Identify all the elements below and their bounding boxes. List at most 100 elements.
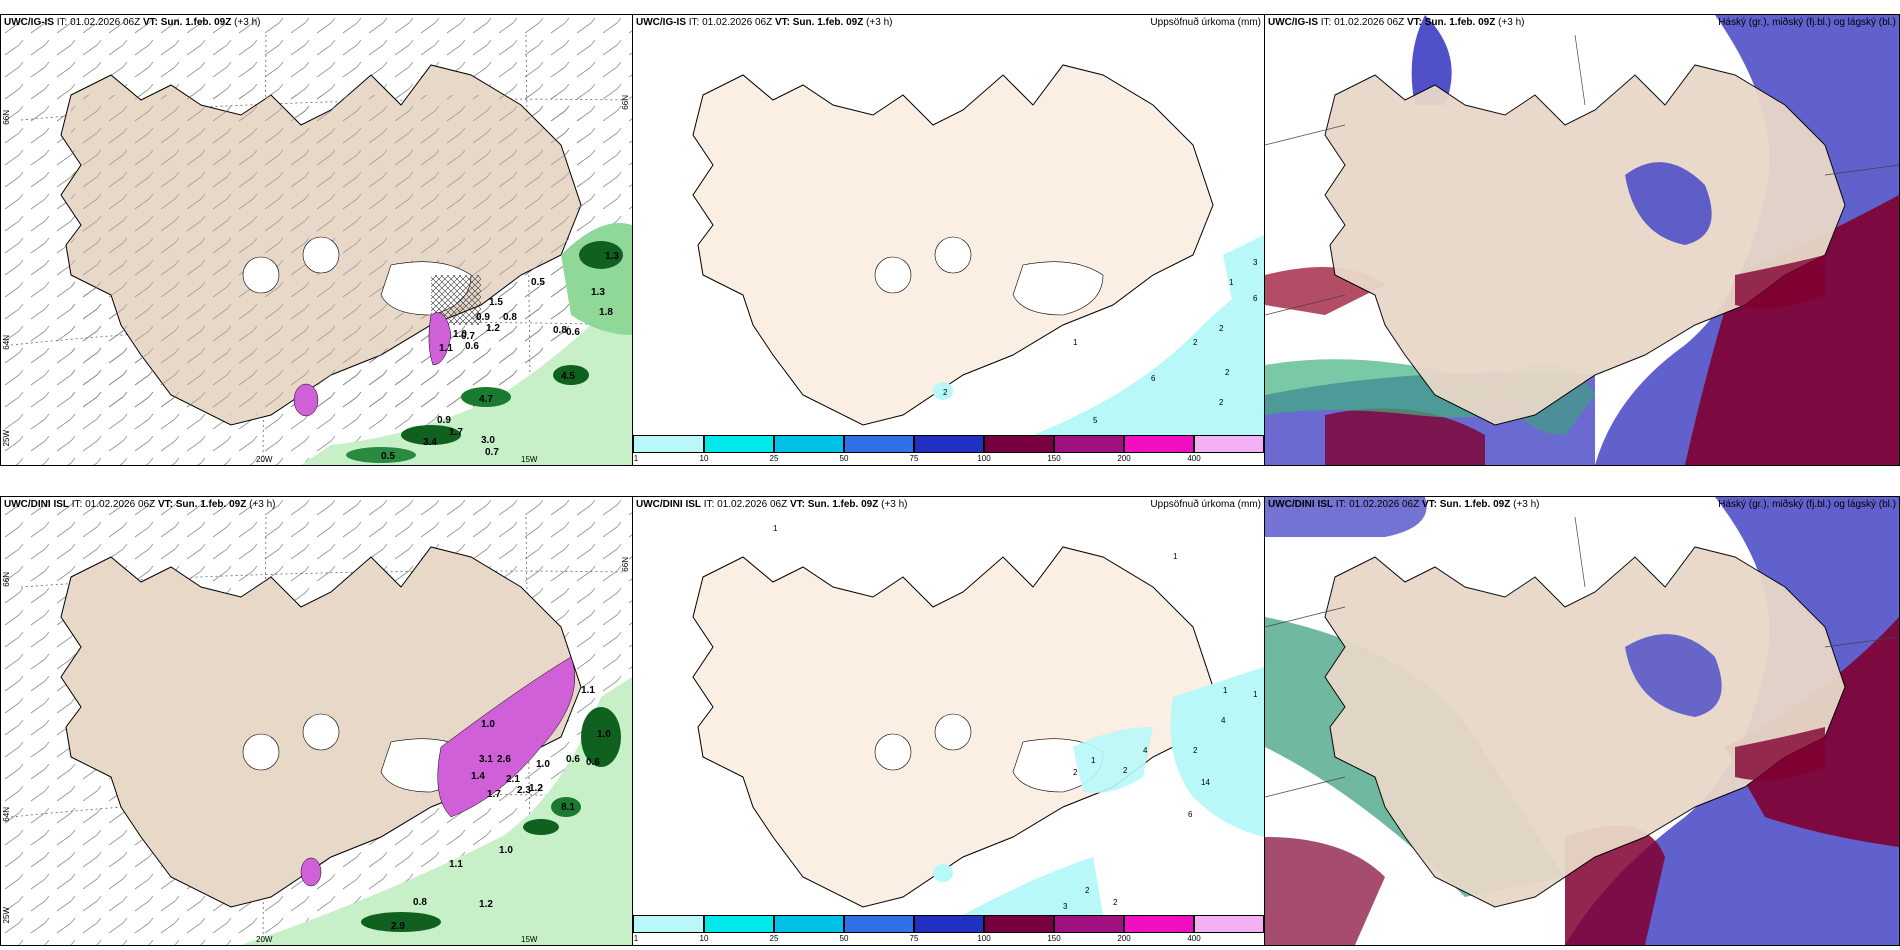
colorbar-tick: 200: [1117, 934, 1131, 943]
lon-label-15w: 15W: [521, 935, 538, 944]
panel-ig-clouds: UWC/IG-IS IT: 01.02.2026 06Z VT: Sun. 1.…: [1264, 14, 1900, 466]
value-label: 1.8: [599, 307, 613, 318]
value-label: 0.6: [465, 341, 479, 352]
lat-label: 25W: [2, 907, 11, 924]
svg-text:2: 2: [1113, 898, 1118, 907]
lat-label: 66N: [2, 110, 11, 125]
colorbar-swatch: [914, 915, 984, 933]
colorbar-tick: 1: [633, 454, 639, 463]
colorbar-swatch: [633, 435, 704, 453]
svg-text:2.3: 2.3: [517, 785, 531, 796]
colorbar-swatch: [774, 915, 844, 933]
svg-text:1.1: 1.1: [449, 859, 463, 870]
value-label: 3.4: [423, 437, 437, 448]
colorbar-swatch: [1124, 435, 1194, 453]
colorbar-tick: 400: [1187, 934, 1201, 943]
colorbar-tick: 75: [909, 454, 919, 463]
svg-text:0.6: 0.6: [566, 754, 580, 765]
value-label: 0.7: [485, 447, 499, 458]
colorbar-swatch: [984, 915, 1054, 933]
colorbar-swatch: [774, 435, 844, 453]
precip-value-labels: 3 1 6 2 2 2 6 2 5 1 2: [943, 258, 1258, 425]
lon-label-15w: 15W: [521, 455, 538, 464]
svg-text:3: 3: [1253, 258, 1258, 267]
colorbar-tick: 100: [977, 454, 991, 463]
svg-text:4: 4: [1221, 716, 1226, 725]
value-label: 4.7: [479, 394, 493, 405]
lat-label: 64N: [2, 335, 11, 350]
svg-text:2: 2: [1085, 886, 1090, 895]
colorbar-tick: 10: [699, 454, 709, 463]
panel-header: UWC/DINI ISL IT: 01.02.2026 06Z VT: Sun.…: [4, 499, 276, 510]
precip-colorbar: 1 10 25 50 75 100 150 200 400: [633, 915, 1264, 943]
svg-text:6: 6: [1188, 810, 1193, 819]
value-label: 1.3: [605, 251, 619, 262]
colorbar-swatch: [1054, 435, 1124, 453]
panel-dini-clouds: UWC/DINI ISL IT: 01.02.2026 06Z VT: Sun.…: [1264, 496, 1900, 946]
value-label: 0.8: [553, 325, 567, 336]
colorbar-swatch: [1124, 915, 1194, 933]
svg-text:1.7: 1.7: [487, 789, 501, 800]
svg-text:1.0: 1.0: [536, 759, 550, 770]
value-label: 0.9: [476, 312, 490, 323]
lon-label-20w: 20W: [256, 455, 273, 464]
colorbar-tick: 200: [1117, 454, 1131, 463]
svg-text:2: 2: [1123, 766, 1128, 775]
panel-ig-wind: UWC/IG-IS IT: 01.02.2026 06Z VT: Sun. 1.…: [0, 14, 633, 466]
svg-text:14: 14: [1201, 778, 1210, 787]
colorbar-swatch: [1054, 915, 1124, 933]
colorbar-tick: 75: [909, 934, 919, 943]
panel-header: UWC/DINI ISL IT: 01.02.2026 06Z VT: Sun.…: [636, 499, 908, 510]
value-label: 1.2: [486, 323, 500, 334]
value-label: 1.3: [591, 287, 605, 298]
colorbar-swatch: [914, 435, 984, 453]
colorbar-tick: 25: [769, 454, 779, 463]
svg-text:6: 6: [1151, 374, 1156, 383]
svg-text:2: 2: [1073, 768, 1078, 777]
svg-text:2.6: 2.6: [497, 754, 511, 765]
svg-text:0.8: 0.8: [413, 897, 427, 908]
svg-text:1: 1: [773, 524, 778, 533]
svg-text:1.0: 1.0: [597, 729, 611, 740]
lat-label: 66N: [2, 572, 11, 587]
lat-label: 66N: [621, 95, 630, 110]
wind-map: 1.0 3.1 2.6 2.1 1.4 1.7 2.3 1.0 1.2 1.1 …: [1, 497, 632, 945]
wind-map: 0.5 1.1 1.0 0.6 0.9 1.2 0.7 0.8 0.6 1.5 …: [1, 15, 632, 465]
precip-map: 1 1 1 1 4 2 4 14 6 2 2 2 3 1 2: [633, 497, 1264, 915]
colorbar-tick: 50: [839, 934, 849, 943]
value-label: 1.0: [453, 329, 467, 340]
colorbar-tick: 25: [769, 934, 779, 943]
value-label: 0.6: [566, 327, 580, 338]
colorbar-swatch: [633, 915, 704, 933]
colorbar-swatch: [844, 435, 914, 453]
value-label: 0.8: [503, 312, 517, 323]
svg-text:1.1: 1.1: [581, 685, 595, 696]
svg-text:1.2: 1.2: [479, 899, 493, 910]
svg-text:1: 1: [1091, 756, 1096, 765]
panel-dini-wind: UWC/DINI ISL IT: 01.02.2026 06Z VT: Sun.…: [0, 496, 633, 946]
colorbar-swatch: [844, 915, 914, 933]
precip-colorbar: 1 10 25 50 75 100 150 200 400: [633, 435, 1264, 463]
value-label: 3.0: [481, 435, 495, 446]
svg-text:2: 2: [1219, 324, 1224, 333]
value-label: 0.5: [381, 451, 395, 462]
value-label: 4.5: [561, 371, 575, 382]
svg-text:3.1: 3.1: [479, 754, 493, 765]
svg-text:1: 1: [1229, 278, 1234, 287]
svg-text:2: 2: [1219, 398, 1224, 407]
svg-text:1.0: 1.0: [481, 719, 495, 730]
panel-header: UWC/DINI ISL IT: 01.02.2026 06Z VT: Sun.…: [1268, 499, 1540, 510]
svg-text:4: 4: [1143, 746, 1148, 755]
svg-text:1: 1: [1073, 338, 1078, 347]
value-label: 1.7: [449, 427, 463, 438]
panel-title: Uppsöfnuð úrkoma (mm): [1150, 499, 1261, 510]
cloud-map: [1265, 15, 1899, 465]
svg-text:2.9: 2.9: [391, 921, 405, 932]
lat-label: 64N: [2, 807, 11, 822]
svg-text:2.1: 2.1: [506, 774, 520, 785]
colorbar-tick: 10: [699, 934, 709, 943]
svg-text:6: 6: [1253, 294, 1258, 303]
panel-dini-precip: UWC/DINI ISL IT: 01.02.2026 06Z VT: Sun.…: [632, 496, 1265, 946]
colorbar-tick: 150: [1047, 934, 1061, 943]
svg-text:1: 1: [1173, 552, 1178, 561]
